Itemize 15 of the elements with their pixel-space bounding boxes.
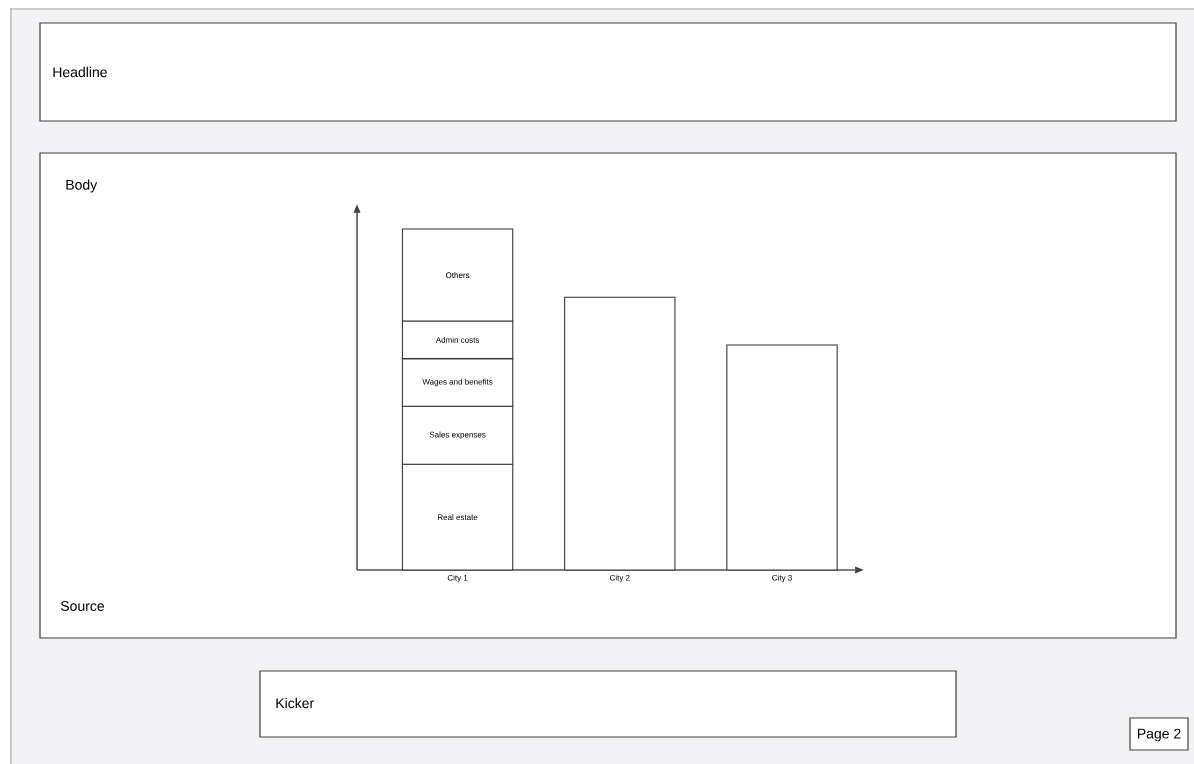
bar [564,296,676,571]
text: Page 2 [1137,728,1181,742]
x-tick-label: City 2 [609,574,630,583]
series-label: Wages and benefits [422,378,493,387]
series-label: Admin costs [435,336,480,343]
series-label: Sales expenses [429,431,486,440]
bar [726,344,838,571]
series-label: Others [445,272,470,278]
text: Source [60,601,104,611]
x-tick-label: City 3 [772,574,792,583]
x-tick-label: City 1 [447,574,468,583]
text: Headline [53,66,107,78]
text: Body [66,179,98,193]
series-label: Real estate [438,514,478,521]
text: Kicker [276,697,314,709]
